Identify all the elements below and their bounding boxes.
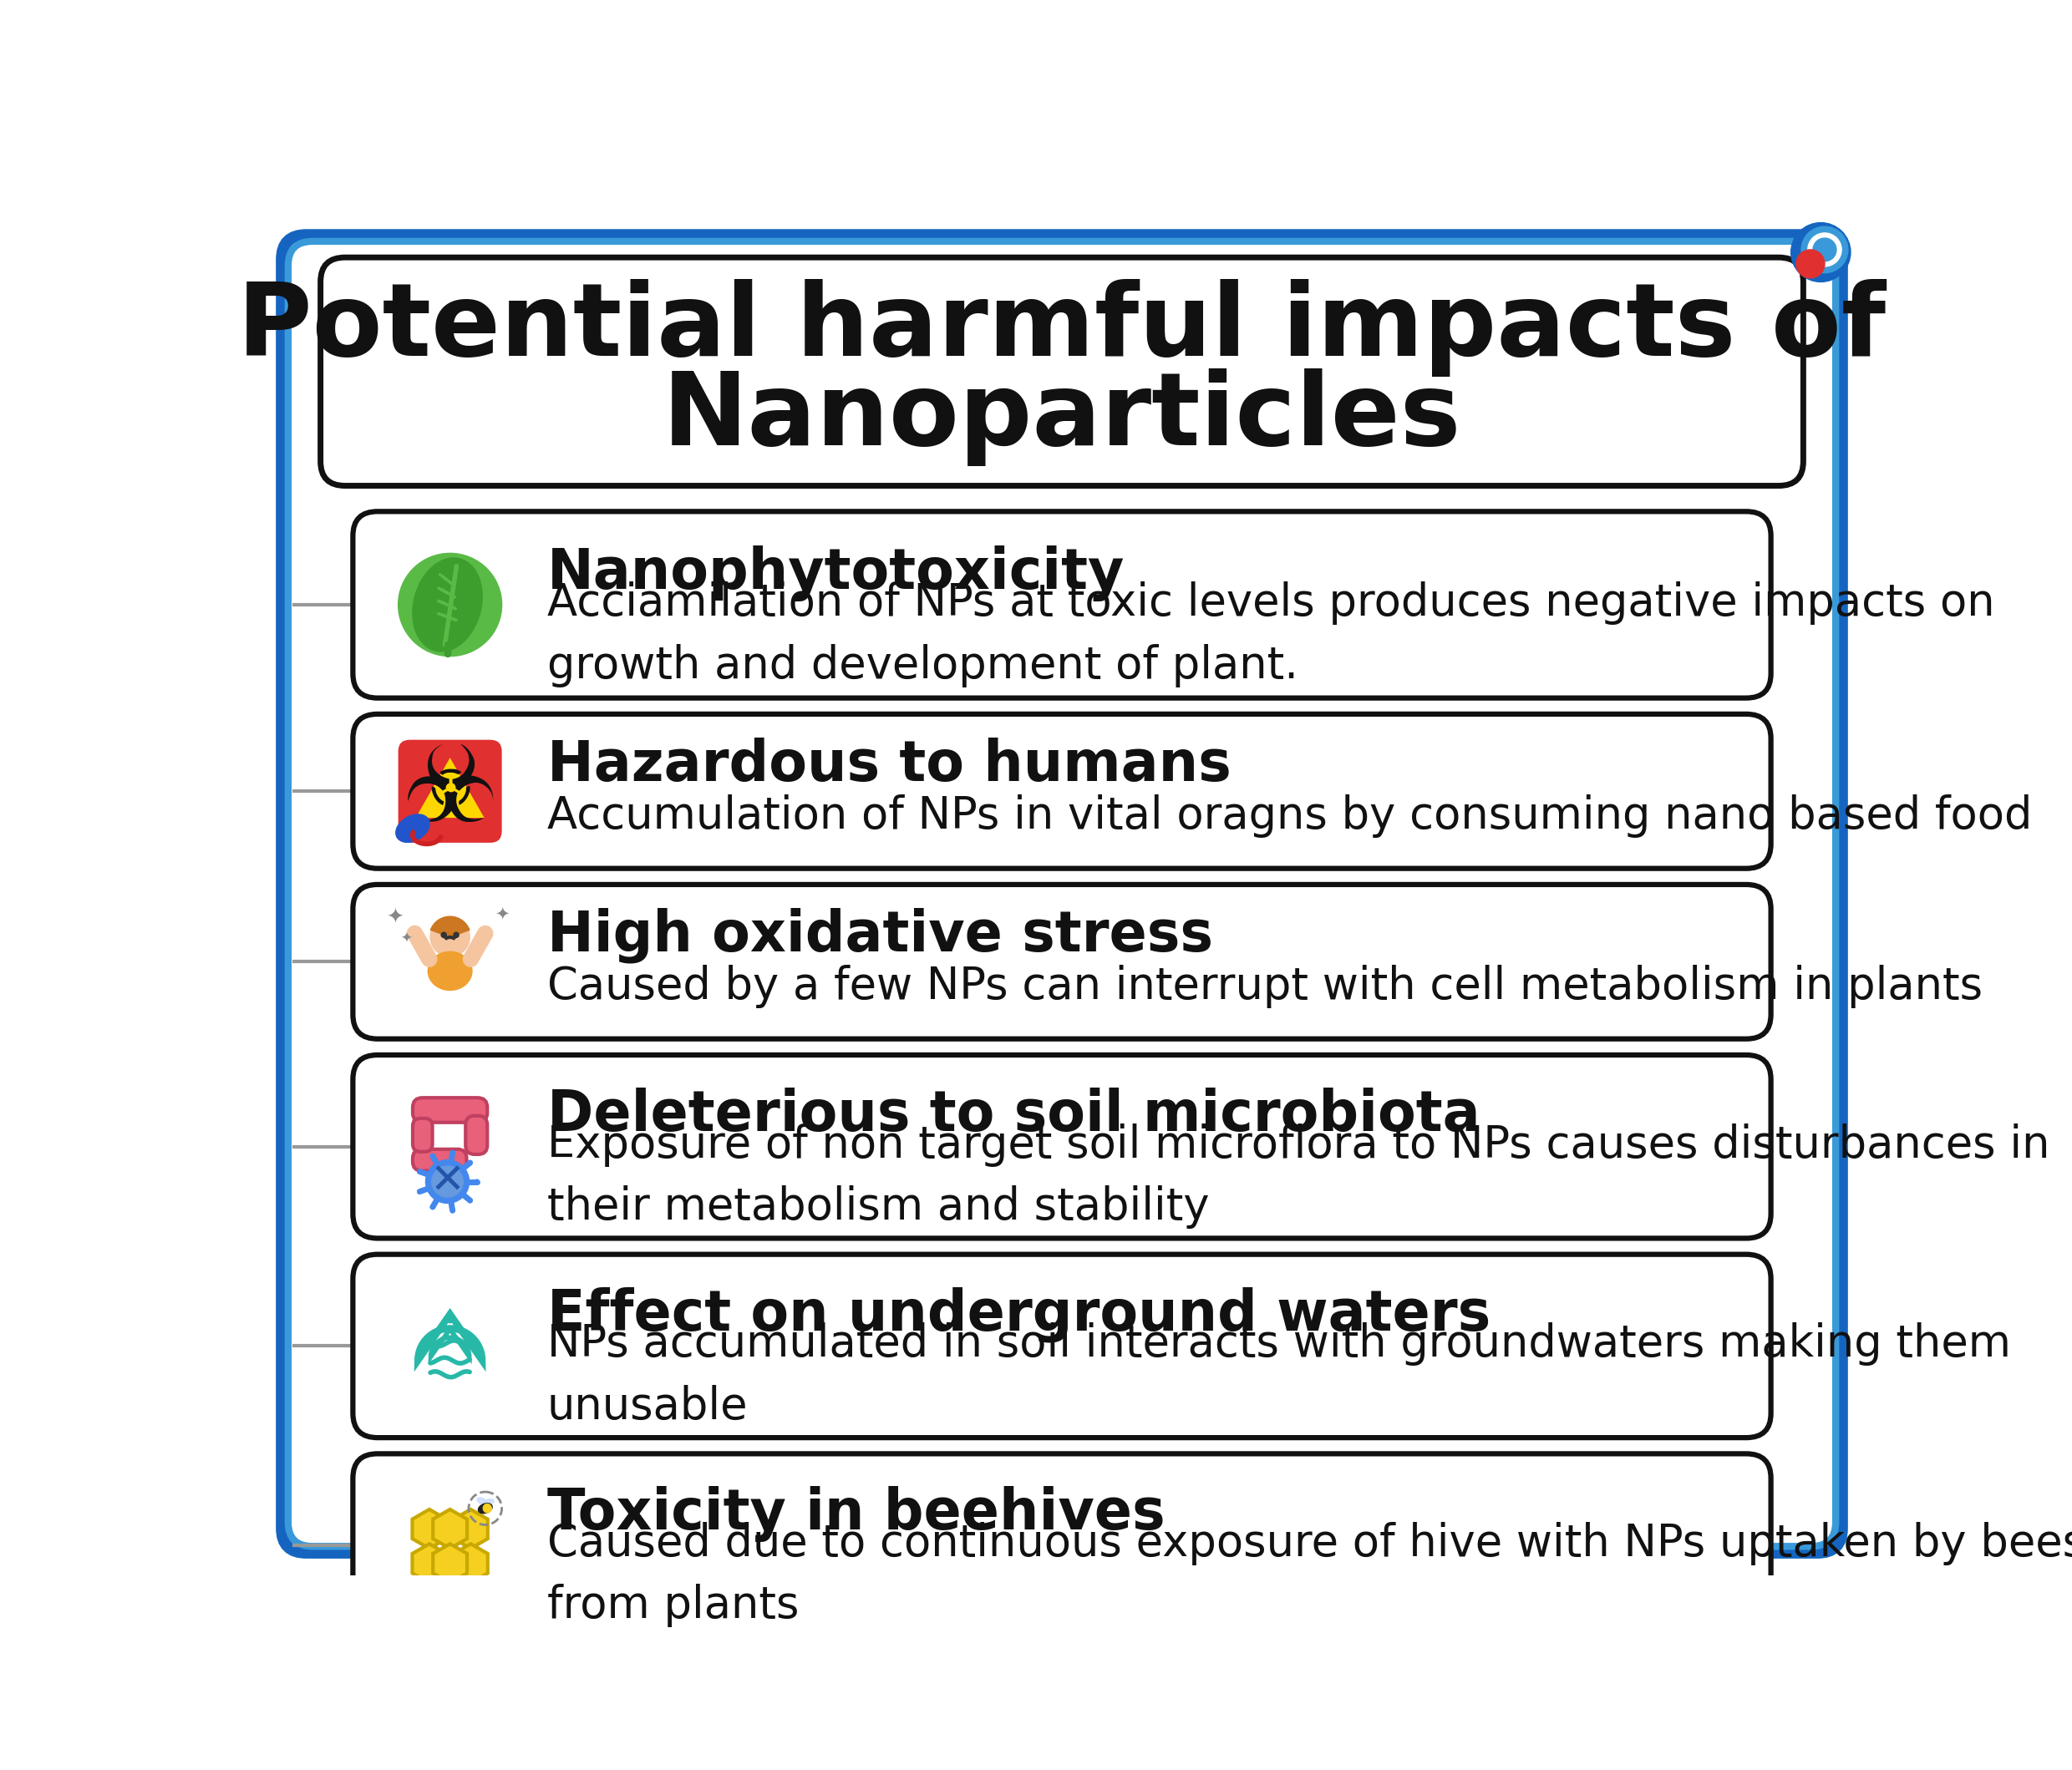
Text: Toxicity in beehives: Toxicity in beehives	[547, 1487, 1164, 1542]
Text: Caused by a few NPs can interrupt with cell metabolism in plants: Caused by a few NPs can interrupt with c…	[547, 965, 1983, 1009]
Text: NPs accumulated in soil interacts with groundwaters making them
unusable: NPs accumulated in soil interacts with g…	[547, 1322, 2012, 1428]
Circle shape	[398, 554, 501, 657]
FancyBboxPatch shape	[412, 1149, 466, 1170]
FancyBboxPatch shape	[352, 713, 1772, 869]
Text: ☣: ☣	[402, 740, 497, 844]
Circle shape	[1801, 227, 1848, 273]
FancyBboxPatch shape	[412, 1097, 487, 1122]
Ellipse shape	[396, 814, 429, 843]
FancyBboxPatch shape	[352, 512, 1772, 697]
Ellipse shape	[483, 1504, 491, 1513]
FancyBboxPatch shape	[352, 1453, 1772, 1637]
Circle shape	[1813, 239, 1836, 262]
Circle shape	[431, 1205, 435, 1209]
Ellipse shape	[479, 1503, 493, 1513]
Circle shape	[425, 1159, 468, 1204]
Polygon shape	[412, 754, 487, 820]
FancyBboxPatch shape	[321, 257, 1803, 485]
Circle shape	[419, 1170, 423, 1174]
Circle shape	[431, 1154, 435, 1158]
Circle shape	[1790, 223, 1850, 281]
Polygon shape	[454, 1543, 487, 1582]
Text: Potential harmful impacts of: Potential harmful impacts of	[238, 280, 1886, 377]
Ellipse shape	[429, 952, 472, 989]
Circle shape	[431, 917, 470, 956]
Circle shape	[450, 1209, 454, 1212]
Circle shape	[468, 1161, 472, 1165]
Text: Hazardous to humans: Hazardous to humans	[547, 738, 1231, 793]
Text: ✦: ✦	[400, 931, 412, 947]
Text: Nanophytotoxicity: Nanophytotoxicity	[547, 545, 1125, 602]
Circle shape	[450, 1150, 454, 1154]
FancyBboxPatch shape	[352, 885, 1772, 1039]
Circle shape	[410, 927, 421, 938]
Ellipse shape	[485, 1499, 493, 1504]
Circle shape	[1807, 234, 1842, 267]
Circle shape	[445, 1315, 454, 1322]
Polygon shape	[412, 1510, 445, 1549]
Text: Deleterious to soil microbiota: Deleterious to soil microbiota	[547, 1089, 1479, 1143]
Polygon shape	[433, 1543, 466, 1582]
Polygon shape	[412, 1543, 445, 1582]
FancyBboxPatch shape	[398, 740, 501, 843]
Text: ✦: ✦	[387, 908, 404, 927]
Circle shape	[431, 1166, 462, 1197]
Ellipse shape	[412, 558, 483, 651]
FancyBboxPatch shape	[292, 246, 1832, 1542]
Text: Nanoparticles: Nanoparticles	[663, 368, 1461, 466]
Circle shape	[474, 1179, 479, 1184]
Text: Exposure of non target soil microflora to NPs causes disturbances in
their metab: Exposure of non target soil microflora t…	[547, 1124, 2049, 1228]
Wedge shape	[431, 917, 470, 936]
Circle shape	[1796, 250, 1825, 278]
Text: Acciamilation of NPs at toxic levels produces negative impacts on
growth and dev: Acciamilation of NPs at toxic levels pro…	[547, 582, 1995, 687]
Ellipse shape	[477, 1497, 487, 1504]
FancyBboxPatch shape	[466, 1115, 487, 1154]
Circle shape	[481, 927, 491, 938]
Text: Effect on underground waters: Effect on underground waters	[547, 1287, 1490, 1343]
Text: ✕: ✕	[429, 1161, 464, 1202]
FancyBboxPatch shape	[352, 1255, 1772, 1437]
Circle shape	[454, 933, 458, 938]
Polygon shape	[454, 1510, 487, 1549]
Circle shape	[419, 1189, 423, 1193]
FancyBboxPatch shape	[412, 1119, 433, 1152]
Text: Accumulation of NPs in vital oragns by consuming nano based food: Accumulation of NPs in vital oragns by c…	[547, 795, 2033, 837]
FancyBboxPatch shape	[352, 1055, 1772, 1239]
Circle shape	[441, 933, 445, 938]
Circle shape	[468, 1198, 472, 1202]
Polygon shape	[433, 1510, 466, 1549]
FancyBboxPatch shape	[282, 235, 1842, 1552]
Text: Caused due to continuous exposure of hive with NPs uptaken by bees
from plants: Caused due to continuous exposure of hiv…	[547, 1522, 2072, 1628]
Text: ✦: ✦	[495, 906, 510, 924]
Text: High oxidative stress: High oxidative stress	[547, 908, 1212, 963]
